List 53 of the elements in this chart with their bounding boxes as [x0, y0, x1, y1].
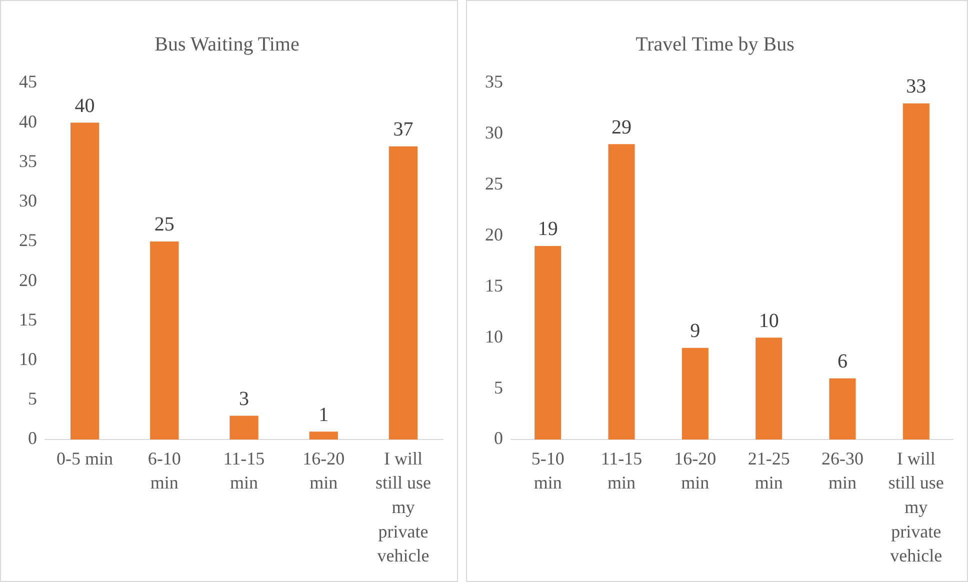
- bar: [682, 348, 708, 440]
- chart-title: Bus Waiting Time: [154, 33, 300, 56]
- data-label: 10: [758, 310, 779, 332]
- y-tick-label: 20: [485, 224, 503, 245]
- data-label: 25: [154, 214, 174, 236]
- data-label: 33: [906, 76, 926, 98]
- data-label: 37: [393, 118, 414, 141]
- x-tick-label: 26-30 min: [822, 448, 864, 493]
- y-tick-label: 25: [485, 174, 503, 194]
- y-tick-label: 0: [28, 428, 37, 448]
- bar: [150, 241, 179, 440]
- chart-title: Travel Time by Bus: [636, 33, 795, 56]
- y-tick-label: 30: [485, 122, 503, 143]
- bar: [70, 122, 100, 440]
- x-tick-label: 6-10 min: [148, 448, 181, 493]
- x-tick-label: 16-20 min: [674, 448, 716, 493]
- bar: [534, 246, 562, 440]
- y-tick-label: 15: [485, 275, 503, 296]
- x-tick-label: I will still use my private vehicle: [888, 448, 944, 566]
- bar: [388, 146, 418, 440]
- bar: [829, 378, 856, 440]
- y-tick-label: 10: [19, 349, 37, 370]
- x-tick-label: 11-15 min: [600, 448, 642, 493]
- data-label: 29: [612, 116, 632, 138]
- bar: [756, 338, 782, 440]
- bar: [230, 416, 258, 440]
- x-tick-label: I will still use my private vehicle: [375, 448, 431, 566]
- y-tick-label: 35: [19, 150, 37, 171]
- x-tick-label: 16-20 min: [302, 448, 345, 493]
- x-tick-label: 21-25 min: [748, 448, 790, 493]
- y-tick-label: 40: [19, 111, 37, 132]
- data-label: 6: [838, 350, 848, 373]
- y-tick-label: 25: [19, 230, 37, 250]
- y-tick-label: 35: [485, 72, 503, 92]
- bar: [309, 432, 338, 440]
- x-tick-label: 0-5 min: [56, 448, 114, 468]
- y-tick-label: 10: [485, 326, 503, 346]
- y-tick-label: 45: [19, 72, 37, 92]
- y-tick-label: 0: [494, 428, 503, 448]
- y-tick-label: 15: [19, 309, 37, 330]
- data-label: 19: [538, 218, 558, 240]
- y-tick-label: 5: [28, 388, 37, 409]
- bar: [902, 103, 930, 440]
- y-tick-label: 5: [494, 377, 503, 398]
- data-label: 1: [318, 404, 329, 426]
- x-tick-label: 11-15 min: [223, 448, 265, 493]
- y-tick-label: 30: [19, 190, 37, 211]
- data-label: 9: [690, 320, 700, 342]
- data-label: 40: [74, 94, 95, 117]
- data-label: 3: [239, 388, 249, 410]
- y-tick-label: 20: [19, 270, 37, 290]
- x-tick-label: 5-10 min: [531, 448, 564, 493]
- bar: [608, 144, 635, 440]
